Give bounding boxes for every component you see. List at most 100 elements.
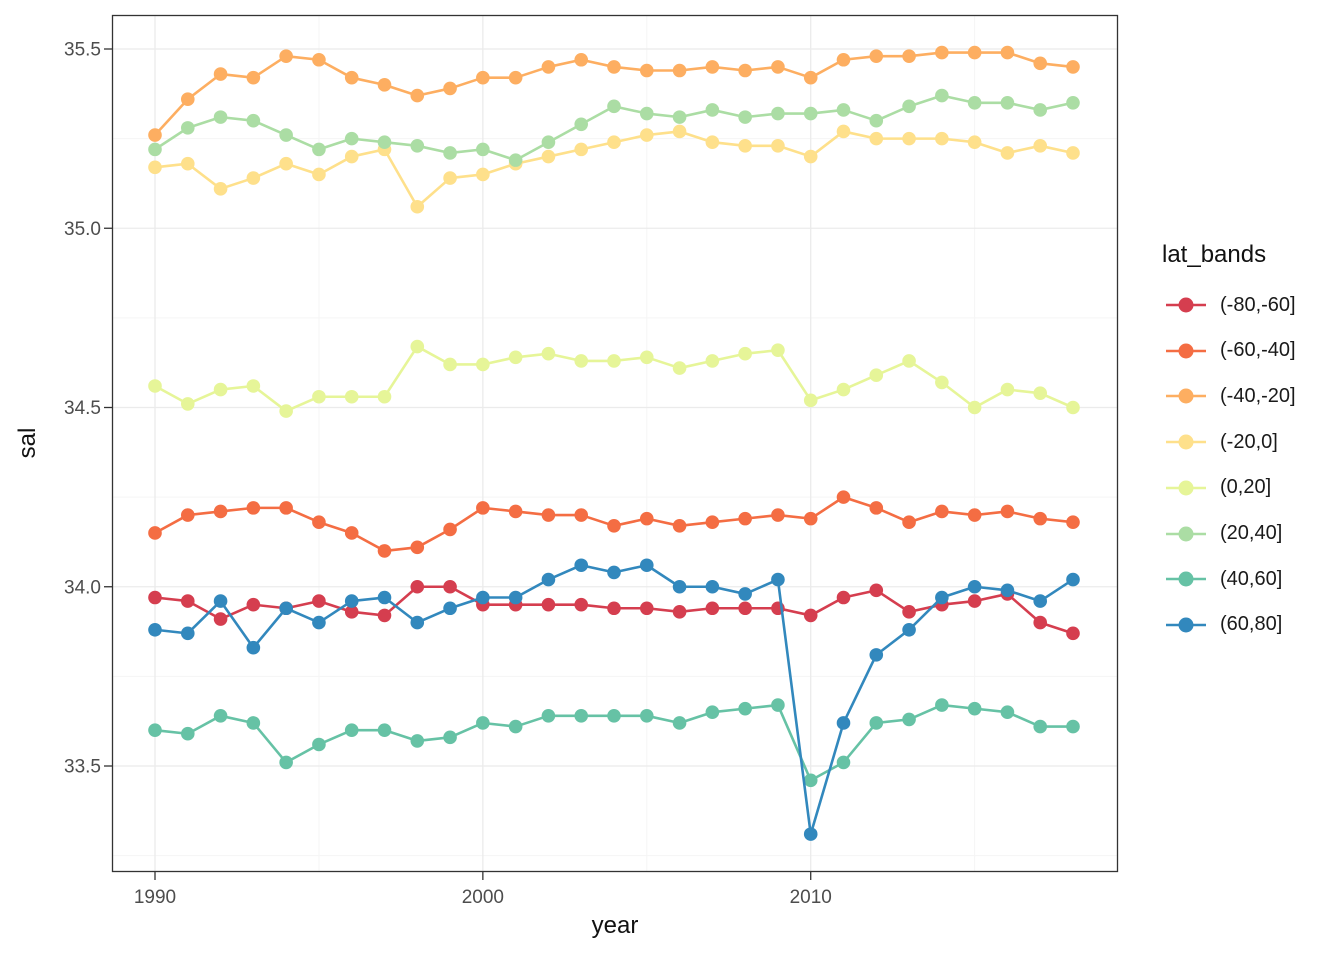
data-point [705,515,720,530]
data-point [246,501,261,515]
data-point [935,375,949,390]
data-point [344,131,359,146]
data-point [607,601,621,616]
data-point [869,648,884,662]
data-point [574,142,589,157]
data-point [344,389,359,404]
data-point [672,361,687,375]
data-point [410,734,425,748]
data-point [836,590,851,605]
data-point [902,712,916,727]
data-point [869,49,884,63]
data-point [246,113,261,128]
data-point [672,63,687,78]
data-point [410,88,425,103]
grid-minor [112,15,1118,872]
data-point [279,49,293,63]
legend-key-icon [1166,388,1206,404]
legend-entry-label: (-20,0] [1220,430,1278,453]
data-point [180,594,195,608]
data-point [148,622,162,637]
data-point [935,88,949,103]
y-tick-label: 35.0 [64,219,101,240]
data-point [967,95,982,110]
data-point [443,522,457,537]
data-point [869,368,884,383]
data-point [213,110,228,124]
data-point [803,827,818,841]
y-tick-label: 35.5 [64,40,101,61]
data-point [541,135,556,150]
data-point [869,716,884,730]
data-point [443,601,457,616]
data-point [1066,95,1080,110]
data-point [476,142,490,157]
legend-entry-(-80,-60]: (-80,-60] [1164,290,1296,320]
data-point [771,698,785,712]
data-point [377,135,392,150]
data-point [935,504,949,519]
data-point [410,579,425,594]
data-point [508,590,523,605]
data-point [410,615,425,630]
data-point [1066,719,1080,734]
data-point [967,45,982,60]
data-point [508,719,523,734]
data-point [443,171,457,185]
legend-key-icon [1166,343,1206,359]
data-point [148,160,162,175]
data-point [607,99,621,114]
data-point [574,558,589,573]
data-point [639,709,654,723]
data-point [672,716,687,730]
data-point [246,171,261,185]
data-point [935,131,949,146]
data-point [476,357,490,372]
data-point [1033,511,1048,526]
data-point [476,501,490,515]
data-point [738,701,752,716]
data-point [410,138,425,153]
data-point [771,106,785,121]
legend-entry-(40,60]: (40,60] [1164,564,1282,594]
data-point [344,723,359,737]
data-point [279,755,293,770]
legend-entry-label: (60,80] [1220,613,1283,636]
legend-entry-(-60,-40]: (-60,-40] [1164,336,1296,366]
data-point [148,723,162,737]
legend-entry-label: (-80,-60] [1220,293,1296,316]
data-point [213,709,228,723]
data-point [902,131,916,146]
data-point [672,519,687,533]
data-point [771,343,785,357]
data-point [213,504,228,519]
data-point [836,716,851,730]
data-point [443,579,457,594]
data-point [607,60,621,74]
data-point [1033,56,1048,71]
data-point [377,608,392,623]
data-point [738,587,752,601]
data-point [180,92,195,106]
legend-key-icon [1166,434,1206,450]
data-point [1033,594,1048,608]
data-point [508,70,523,85]
data-point [902,49,916,63]
data-point [705,705,720,720]
data-point [180,626,195,641]
data-point [312,389,326,404]
data-point [410,540,425,555]
data-point [410,199,425,214]
data-point [312,515,326,530]
data-point [377,78,392,92]
data-point [1033,719,1048,734]
series-(40,60] [148,698,1080,788]
data-point [1066,60,1080,74]
x-tick-label: 1990 [134,887,176,908]
data-point [1033,386,1048,400]
data-point [508,504,523,519]
data-point [213,182,228,196]
data-point [869,501,884,515]
legend-entry-(60,80]: (60,80] [1164,610,1282,640]
data-point [541,60,556,74]
